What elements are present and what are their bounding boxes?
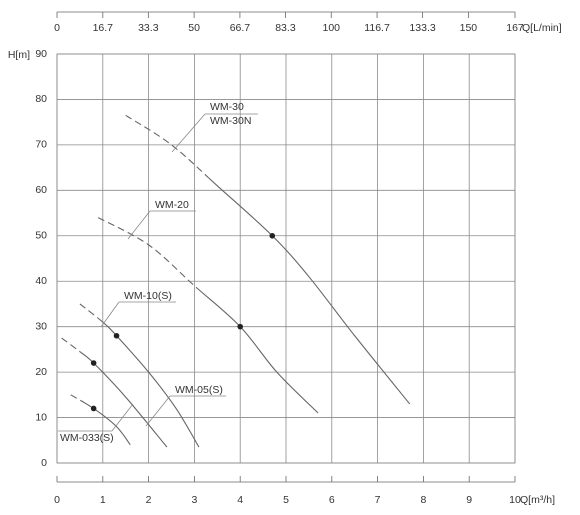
x2-tick-label: 50 (188, 22, 200, 34)
x2-tick-label: 83.3 (275, 22, 296, 34)
y-tick-label: 50 (35, 230, 47, 242)
y-tick-label: 60 (35, 184, 47, 196)
x2-tick-label: 16.7 (93, 22, 114, 34)
x-tick-label: 8 (420, 494, 426, 506)
y-tick-label: 80 (35, 93, 47, 105)
duty-point (269, 232, 276, 239)
y-tick-label: 20 (35, 366, 47, 378)
y-axis-label: H[m] (8, 49, 30, 61)
x-tick-label: 4 (237, 494, 243, 506)
duty-point (90, 360, 97, 366)
x-tick-label: 3 (191, 494, 197, 506)
label-leader (100, 301, 120, 328)
x2-axis-label: Q[L/min] (522, 22, 562, 34)
curve-label: WM-05(S) (175, 384, 223, 396)
x-tick-label: 0 (54, 494, 60, 506)
curve-label: WM-10(S) (124, 290, 172, 302)
x2-tick-label: 150 (460, 22, 478, 34)
label-leader (171, 113, 206, 153)
curve-label: WM-30N (210, 115, 251, 127)
curve-dashed (61, 337, 85, 356)
curve-dashed (79, 303, 103, 323)
x-tick-label: 2 (146, 494, 152, 506)
x-tick-label: 9 (466, 494, 472, 506)
curve-label: WM-033(S) (60, 432, 114, 444)
x2-tick-label: 167 (506, 22, 524, 34)
y-tick-label: 10 (35, 411, 47, 423)
label-leader (111, 403, 134, 432)
label-leader (145, 395, 171, 427)
y-tick-label: 40 (35, 275, 47, 287)
x-tick-label: 10 (509, 494, 521, 506)
duty-point (113, 332, 120, 339)
x2-tick-label: 33.3 (138, 22, 159, 34)
curve-dashed (70, 394, 85, 404)
x-axis-label: Q[m³/h] (520, 494, 555, 506)
x-tick-label: 5 (283, 494, 289, 506)
duty-point (237, 323, 243, 330)
y-tick-label: 0 (41, 457, 47, 469)
x2-tick-label: 100 (322, 22, 340, 34)
curve-solid (84, 402, 131, 446)
curve-label: WM-20 (155, 199, 189, 211)
label-leader (127, 210, 151, 240)
y-tick-label: 70 (35, 139, 47, 151)
x2-tick-label: 133.3 (409, 22, 435, 34)
x-tick-label: 7 (375, 494, 381, 506)
x2-tick-label: 0 (54, 22, 60, 34)
curve-solid (198, 289, 319, 414)
x-tick-label: 1 (100, 494, 106, 506)
x2-tick-label: 116.7 (364, 22, 390, 34)
x-tick-label: 6 (329, 494, 335, 506)
y-tick-label: 90 (35, 48, 47, 60)
curve-solid (102, 321, 200, 448)
duty-point (90, 405, 97, 412)
y-tick-label: 30 (35, 320, 47, 332)
curve-label: WM-30 (210, 101, 244, 113)
x2-tick-label: 66.7 (230, 22, 251, 34)
